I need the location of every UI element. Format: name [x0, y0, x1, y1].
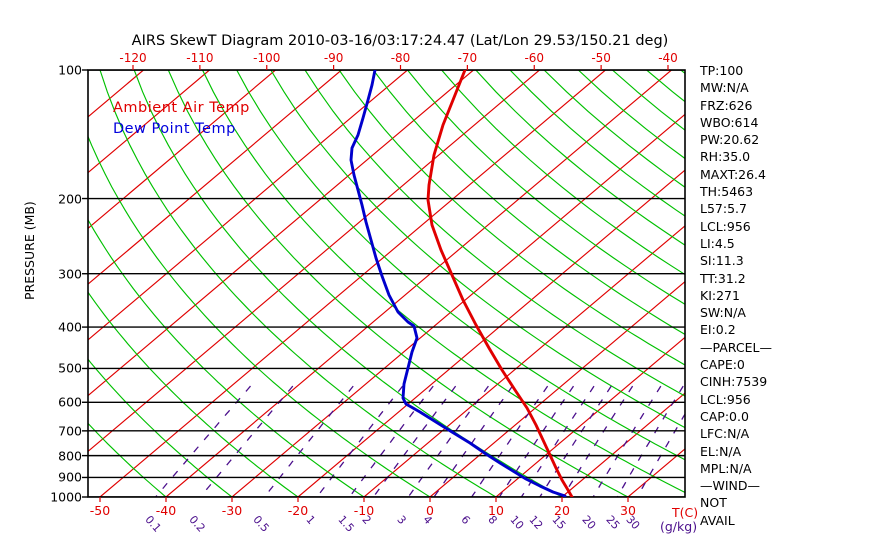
bottom-temp-tick: -50: [89, 503, 111, 518]
parameter-row: TH:5463: [700, 184, 754, 200]
parameter-row: MPL:N/A: [700, 460, 752, 476]
parameter-row: TT:31.2: [700, 270, 746, 286]
parameter-row: MAXT:26.4: [700, 166, 766, 182]
parameter-row: FRZ:626: [700, 97, 753, 113]
bottom-temp-tick: 30: [620, 503, 636, 518]
pressure-tick: 800: [58, 448, 82, 464]
parameter-row: LFC:N/A: [700, 426, 750, 442]
parameter-row: —WIND—: [700, 478, 761, 494]
parameter-row: EI:0.2: [700, 322, 736, 338]
pressure-tick: 700: [58, 423, 82, 439]
top-temp-tick: -50: [591, 51, 611, 65]
pressure-tick: 200: [58, 191, 82, 207]
top-temp-tick: -110: [186, 51, 214, 65]
legend-dew-point-temp: Dew Point Temp: [113, 121, 236, 137]
parameter-row: WBO:614: [700, 114, 759, 130]
top-temp-tick: -80: [390, 51, 411, 65]
parameter-row: RH:35.0: [700, 149, 751, 165]
parameter-row: LI:4.5: [700, 235, 735, 251]
mixing-ratio-axis-title: (g/kg): [660, 519, 698, 534]
top-temp-tick: -40: [658, 51, 678, 65]
parameter-row: CAPE:0: [700, 357, 745, 373]
top-temp-tick: -60: [524, 51, 545, 65]
parameter-row: CAP:0.0: [700, 408, 749, 424]
top-temp-tick: -90: [323, 51, 344, 65]
parameter-row: LCL:956: [700, 391, 751, 407]
parameter-row: SW:N/A: [700, 305, 746, 321]
bottom-temp-tick: -30: [221, 503, 243, 518]
pressure-tick: 500: [58, 360, 82, 376]
top-temp-tick: -70: [457, 51, 478, 65]
parameter-row: EL:N/A: [700, 443, 742, 459]
pressure-tick: 1000: [50, 489, 82, 505]
pressure-axis-title: PRESSURE (MB): [22, 201, 37, 300]
bottom-temp-tick: -20: [287, 503, 309, 518]
parameter-row: L57:5.7: [700, 201, 747, 217]
pressure-tick: 400: [58, 319, 82, 335]
parameter-row: KI:271: [700, 287, 740, 303]
temperature-axis-title: T(C): [672, 505, 699, 520]
top-temp-tick: -120: [119, 51, 147, 65]
parameter-row: CINH:7539: [700, 374, 768, 390]
pressure-tick: 900: [58, 469, 82, 485]
bottom-temp-tick: 10: [488, 503, 504, 518]
top-temp-tick: -100: [253, 51, 281, 65]
legend-ambient-air-temp: Ambient Air Temp: [113, 100, 250, 116]
parameter-row: PW:20.62: [700, 132, 760, 148]
pressure-tick: 100: [58, 62, 82, 78]
parameter-row: MW:N/A: [700, 80, 749, 96]
parameter-row: AVAIL: [700, 512, 735, 528]
parameter-row: TP:100: [700, 63, 744, 78]
bottom-temp-tick: 20: [554, 503, 570, 518]
bottom-temp-tick: 0: [426, 503, 434, 518]
parameter-row: LCL:956: [700, 218, 751, 234]
parameter-row: NOT: [700, 495, 727, 511]
bottom-temp-tick: -40: [155, 503, 177, 518]
sounding-parameter-list: TP:100 MW:N/A FRZ:626 WBO:614 PW:20.62 RH:35.…: [700, 62, 868, 529]
pressure-tick: 300: [58, 266, 82, 282]
pressure-tick: 600: [58, 394, 82, 410]
chart-title: AIRS SkewT Diagram 2010-03-16/03:17:24.4…: [131, 33, 669, 49]
parameter-row: SI:11.3: [700, 253, 744, 269]
bottom-temp-tick: -10: [353, 503, 375, 518]
parameter-row: —PARCEL—: [700, 339, 772, 355]
